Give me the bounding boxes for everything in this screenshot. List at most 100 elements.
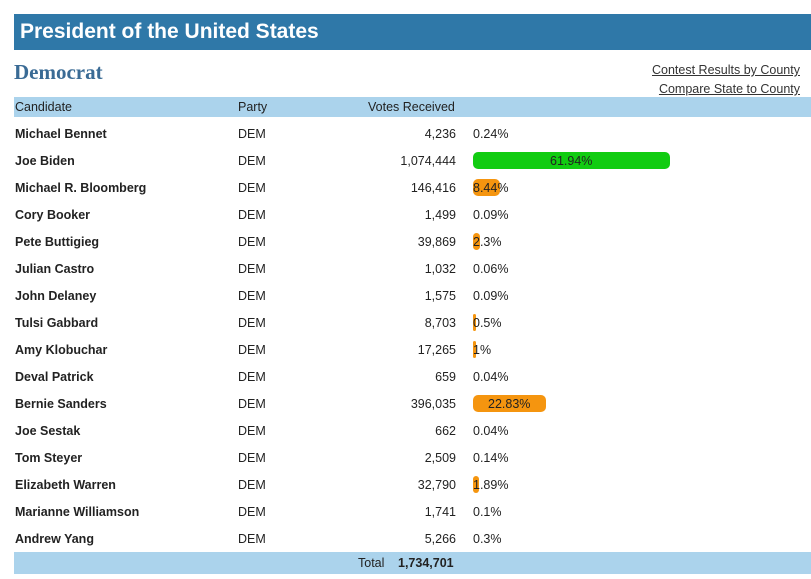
- candidate-name: Andrew Yang: [15, 532, 94, 546]
- candidate-party: DEM: [238, 478, 266, 492]
- results-table-footer: Total 1,734,701: [14, 552, 811, 574]
- percent-cell: 0.09%: [473, 287, 803, 304]
- candidate-votes: 4,236: [424, 127, 456, 141]
- candidate-name: Bernie Sanders: [15, 397, 107, 411]
- candidate-name: Tulsi Gabbard: [15, 316, 99, 330]
- total-value: 1,734,701: [398, 556, 454, 570]
- table-row: Joe Sestak DEM 662 0.04%: [0, 417, 811, 444]
- candidate-votes: 17,265: [417, 343, 456, 357]
- candidate-votes: 659: [435, 370, 456, 384]
- column-header-party: Party: [238, 100, 268, 114]
- table-row: John Delaney DEM 1,575 0.09%: [0, 282, 811, 309]
- candidate-party: DEM: [238, 532, 266, 546]
- percent-cell: 22.83%: [473, 395, 803, 412]
- percent-label: 0.24%: [473, 127, 509, 141]
- table-row: Joe Biden DEM 1,074,444 61.94%: [0, 147, 811, 174]
- percent-label: 2.3%: [473, 235, 502, 249]
- percent-bar: [473, 314, 476, 331]
- candidate-party: DEM: [238, 127, 266, 141]
- percent-bar: [473, 341, 476, 358]
- candidate-name: Joe Biden: [15, 154, 75, 168]
- column-header-votes: Votes Received: [368, 100, 455, 114]
- results-table-body: Michael Bennet DEM 4,236 0.24% Joe Biden DEM 1…: [0, 120, 811, 552]
- candidate-party: DEM: [238, 208, 266, 222]
- table-row: Bernie Sanders DEM 396,035 22.83%: [0, 390, 811, 417]
- column-header-candidate: Candidate: [15, 100, 72, 114]
- table-row: Elizabeth Warren DEM 32,790 1.89%: [0, 471, 811, 498]
- candidate-party: DEM: [238, 397, 266, 411]
- candidate-votes: 1,575: [424, 289, 456, 303]
- candidate-name: Amy Klobuchar: [15, 343, 108, 357]
- candidate-votes: 1,032: [424, 262, 456, 276]
- percent-label: 0.06%: [473, 262, 509, 276]
- percent-bar: [473, 233, 480, 250]
- table-row: Pete Buttigieg DEM 39,869 2.3%: [0, 228, 811, 255]
- candidate-votes: 39,869: [417, 235, 456, 249]
- percent-label: 22.83%: [488, 397, 531, 411]
- percent-label: 0.09%: [473, 208, 509, 222]
- percent-label: 8.44%: [473, 181, 509, 195]
- contest-results-by-county-link[interactable]: Contest Results by County: [652, 63, 800, 77]
- candidate-name: Michael R. Bloomberg: [15, 181, 147, 195]
- percent-label: 1.89%: [473, 478, 509, 492]
- percent-cell: 1.89%: [473, 476, 803, 493]
- percent-cell: 61.94%: [473, 152, 803, 169]
- candidate-votes: 2,509: [424, 451, 456, 465]
- percent-cell: 8.44%: [473, 179, 803, 196]
- percent-label: 0.3%: [473, 532, 502, 546]
- compare-state-to-county-link[interactable]: Compare State to County: [658, 82, 800, 96]
- candidate-party: DEM: [238, 154, 266, 168]
- percent-bar: [473, 152, 670, 169]
- candidate-party: DEM: [238, 505, 266, 519]
- percent-cell: 0.06%: [473, 260, 803, 277]
- percent-cell: 0.24%: [473, 125, 803, 142]
- candidate-votes: 8,703: [424, 316, 456, 330]
- candidate-name: Joe Sestak: [15, 424, 81, 438]
- candidate-party: DEM: [238, 235, 266, 249]
- percent-label: 0.04%: [473, 424, 509, 438]
- candidate-votes: 396,035: [410, 397, 456, 411]
- candidate-votes: 1,741: [424, 505, 456, 519]
- percent-label: 0.1%: [473, 505, 502, 519]
- percent-bar: [473, 395, 546, 412]
- percent-label: 1%: [473, 343, 492, 357]
- candidate-name: Tom Steyer: [15, 451, 83, 465]
- percent-cell: 0.1%: [473, 503, 803, 520]
- candidate-name: Michael Bennet: [15, 127, 107, 141]
- contest-header: President of the United States: [14, 14, 811, 50]
- candidate-party: DEM: [238, 370, 266, 384]
- candidate-party: DEM: [238, 343, 266, 357]
- table-row: Michael R. Bloomberg DEM 146,416 8.44%: [0, 174, 811, 201]
- table-row: Julian Castro DEM 1,032 0.06%: [0, 255, 811, 282]
- candidate-votes: 146,416: [410, 181, 456, 195]
- table-row: Tulsi Gabbard DEM 8,703 0.5%: [0, 309, 811, 336]
- percent-cell: 0.09%: [473, 206, 803, 223]
- percent-label: 0.04%: [473, 370, 509, 384]
- percent-cell: 0.04%: [473, 368, 803, 385]
- table-row: Tom Steyer DEM 2,509 0.14%: [0, 444, 811, 471]
- table-row: Amy Klobuchar DEM 17,265 1%: [0, 336, 811, 363]
- total-label: Total: [358, 556, 385, 570]
- candidate-name: Julian Castro: [15, 262, 95, 276]
- candidate-name: Marianne Williamson: [15, 505, 140, 519]
- candidate-party: DEM: [238, 424, 266, 438]
- results-table-header: Candidate Party Votes Received: [14, 97, 811, 117]
- table-row: Marianne Williamson DEM 1,741 0.1%: [0, 498, 811, 525]
- percent-cell: 2.3%: [473, 233, 803, 250]
- candidate-votes: 662: [435, 424, 456, 438]
- party-title: Democrat: [14, 60, 103, 84]
- table-row: Michael Bennet DEM 4,236 0.24%: [0, 120, 811, 147]
- percent-label: 0.14%: [473, 451, 509, 465]
- candidate-name: Cory Booker: [15, 208, 91, 222]
- contest-links: Contest Results by County Compare State …: [652, 61, 800, 99]
- candidate-party: DEM: [238, 451, 266, 465]
- percent-cell: 1%: [473, 341, 803, 358]
- candidate-votes: 5,266: [424, 532, 456, 546]
- candidate-votes: 1,074,444: [400, 154, 456, 168]
- candidate-party: DEM: [238, 262, 266, 276]
- table-row: Andrew Yang DEM 5,266 0.3%: [0, 525, 811, 552]
- candidate-party: DEM: [238, 181, 266, 195]
- percent-bar: [473, 179, 500, 196]
- candidate-votes: 32,790: [417, 478, 456, 492]
- percent-cell: 0.5%: [473, 314, 803, 331]
